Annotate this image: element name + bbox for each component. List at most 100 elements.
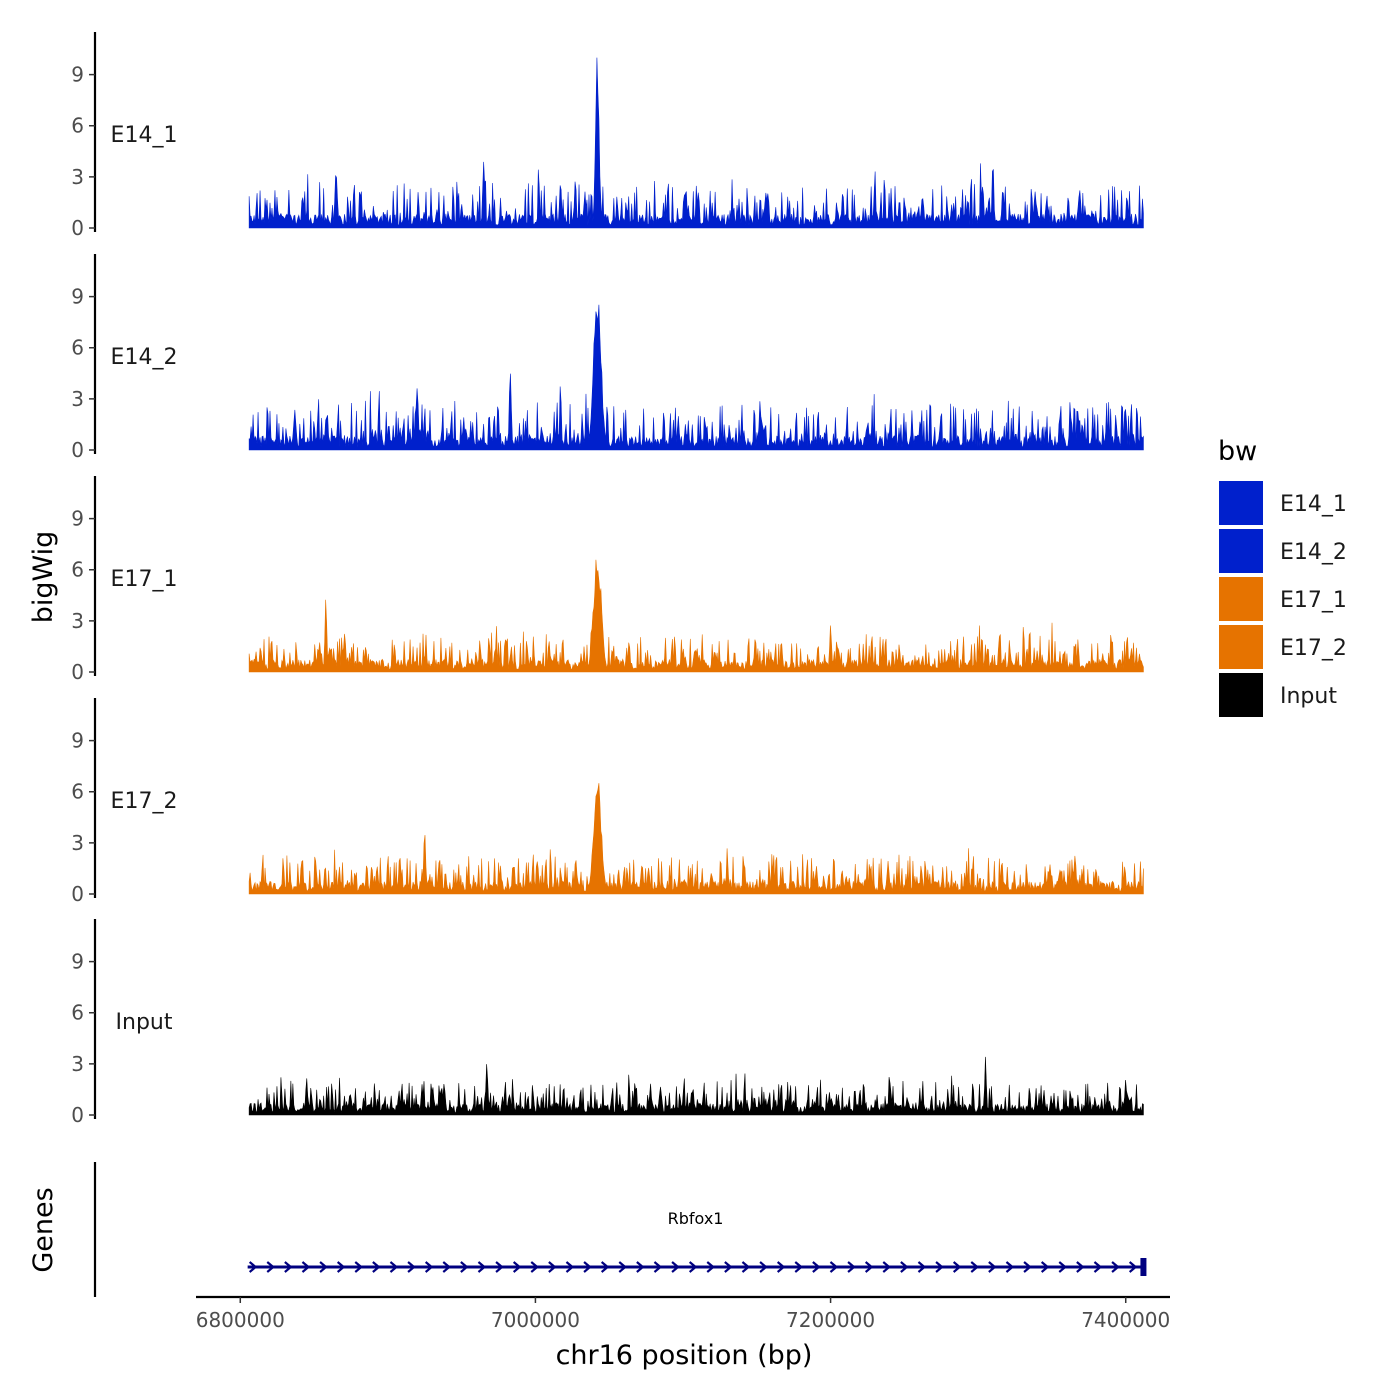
strand-arrow <box>1023 1261 1032 1273</box>
strand-arrow <box>284 1261 293 1273</box>
x-tick-label: 7000000 <box>491 1308 580 1332</box>
strand-arrow <box>1058 1261 1067 1273</box>
strand-arrow <box>653 1261 663 1273</box>
strand-arrow <box>988 1261 997 1273</box>
signal-panels: 0 3 6 9 E14_1 0 3 6 9 E14_2 0 3 6 9 E17_1 0 3 6 9 E17_2 0 3 6 9… <box>71 32 1144 1127</box>
strand-arrow <box>319 1261 328 1273</box>
legend-label: E17_2 <box>1280 636 1347 661</box>
gene-track-title: Genes <box>28 1187 59 1272</box>
legend-item-input: Input <box>1217 671 1337 719</box>
strand-arrow <box>1093 1261 1103 1273</box>
strand-arrow <box>248 1261 258 1273</box>
strand-arrow <box>829 1261 839 1273</box>
strand-arrow <box>864 1261 874 1273</box>
legend-label: E14_1 <box>1280 492 1347 517</box>
strand-arrow <box>266 1261 275 1273</box>
strand-arrow <box>935 1261 944 1273</box>
y-tick-label: 0 <box>71 1103 84 1127</box>
y-tick-label: 3 <box>71 1052 84 1076</box>
signal-area <box>248 1056 1144 1116</box>
strand-arrow <box>583 1261 592 1273</box>
gene-end-exon <box>1140 1258 1147 1276</box>
y-tick-label: 3 <box>71 831 84 855</box>
x-tick-label: 6800000 <box>196 1308 285 1332</box>
legend-item-e14-2: E14_2 <box>1217 527 1347 575</box>
track-label: E14_1 <box>111 123 178 148</box>
gene-label: Rbfox1 <box>668 1209 724 1228</box>
track-label: E17_2 <box>111 789 178 814</box>
strand-arrow <box>1128 1261 1138 1273</box>
legend-title: bw <box>1218 436 1257 467</box>
strand-arrow <box>477 1261 487 1273</box>
strand-arrow <box>671 1261 680 1273</box>
strand-arrow <box>812 1261 821 1273</box>
y-tick-label: 6 <box>71 558 84 582</box>
strand-arrow <box>1111 1261 1120 1273</box>
y-tick-label: 9 <box>71 285 84 309</box>
strand-arrow <box>688 1261 698 1273</box>
x-axis: 6800000 7000000 7200000 7400000 <box>196 1295 1170 1332</box>
legend-swatch <box>1217 527 1265 575</box>
strand-arrow <box>460 1261 469 1273</box>
strand-arrow <box>389 1261 399 1273</box>
signal-area <box>248 57 1144 229</box>
strand-arrow <box>301 1261 311 1273</box>
strand-arrow <box>1005 1261 1015 1273</box>
y-axis-title: bigWig <box>28 531 59 624</box>
y-tick-label: 3 <box>71 387 84 411</box>
y-tick-label: 6 <box>71 1001 84 1025</box>
y-tick-label: 0 <box>71 216 84 240</box>
strand-arrow <box>495 1261 504 1273</box>
strand-arrow <box>952 1261 962 1273</box>
strand-arrow <box>600 1261 610 1273</box>
legend-label: Input <box>1280 684 1337 709</box>
signal-area <box>248 559 1144 673</box>
panel-e17-1: 0 3 6 9 E17_1 <box>71 476 1144 684</box>
y-tick-label: 9 <box>71 63 84 87</box>
y-tick-label: 9 <box>71 729 84 753</box>
legend-item-e14-1: E14_1 <box>1217 479 1347 527</box>
strand-arrow <box>900 1261 909 1273</box>
signal-area <box>248 304 1144 451</box>
strand-arrow <box>424 1261 434 1273</box>
y-tick-label: 9 <box>71 950 84 974</box>
legend-swatch <box>1217 479 1265 527</box>
strand-arrow <box>847 1261 856 1273</box>
strand-arrow <box>917 1261 927 1273</box>
strand-arrow <box>636 1261 645 1273</box>
strand-arrow <box>759 1261 768 1273</box>
y-tick-label: 3 <box>71 609 84 633</box>
signal-area <box>248 783 1144 895</box>
strand-arrow <box>618 1261 627 1273</box>
y-tick-label: 3 <box>71 165 84 189</box>
panel-e14-1: 0 3 6 9 E14_1 <box>71 32 1144 240</box>
strand-arrow <box>724 1261 733 1273</box>
strand-arrow <box>372 1261 381 1273</box>
legend-item-e17-1: E17_1 <box>1217 575 1347 623</box>
x-tick-label: 7200000 <box>786 1308 875 1332</box>
x-tick-label: 7400000 <box>1081 1308 1170 1332</box>
track-label: Input <box>116 1010 173 1035</box>
strand-arrow <box>565 1261 575 1273</box>
legend: bw E14_1 E14_2 E17_1 E17_2 Input <box>1217 436 1347 719</box>
strand-arrow <box>336 1261 346 1273</box>
y-tick-label: 6 <box>71 114 84 138</box>
y-tick-label: 0 <box>71 882 84 906</box>
strand-arrow <box>794 1261 803 1273</box>
strand-arrow <box>970 1261 979 1273</box>
gene-rbfox1: Rbfox1 <box>247 1209 1147 1276</box>
strand-arrow <box>548 1261 557 1273</box>
y-tick-label: 0 <box>71 660 84 684</box>
y-tick-label: 6 <box>71 780 84 804</box>
strand-arrow <box>512 1261 522 1273</box>
legend-swatch <box>1217 671 1265 719</box>
legend-swatch <box>1217 575 1265 623</box>
x-axis-title: chr16 position (bp) <box>556 1340 813 1371</box>
strand-arrow <box>530 1261 539 1273</box>
strand-arrow <box>1040 1261 1050 1273</box>
strand-arrow <box>706 1261 715 1273</box>
legend-swatch <box>1217 623 1265 671</box>
y-tick-label: 6 <box>71 336 84 360</box>
y-tick-label: 9 <box>71 507 84 531</box>
